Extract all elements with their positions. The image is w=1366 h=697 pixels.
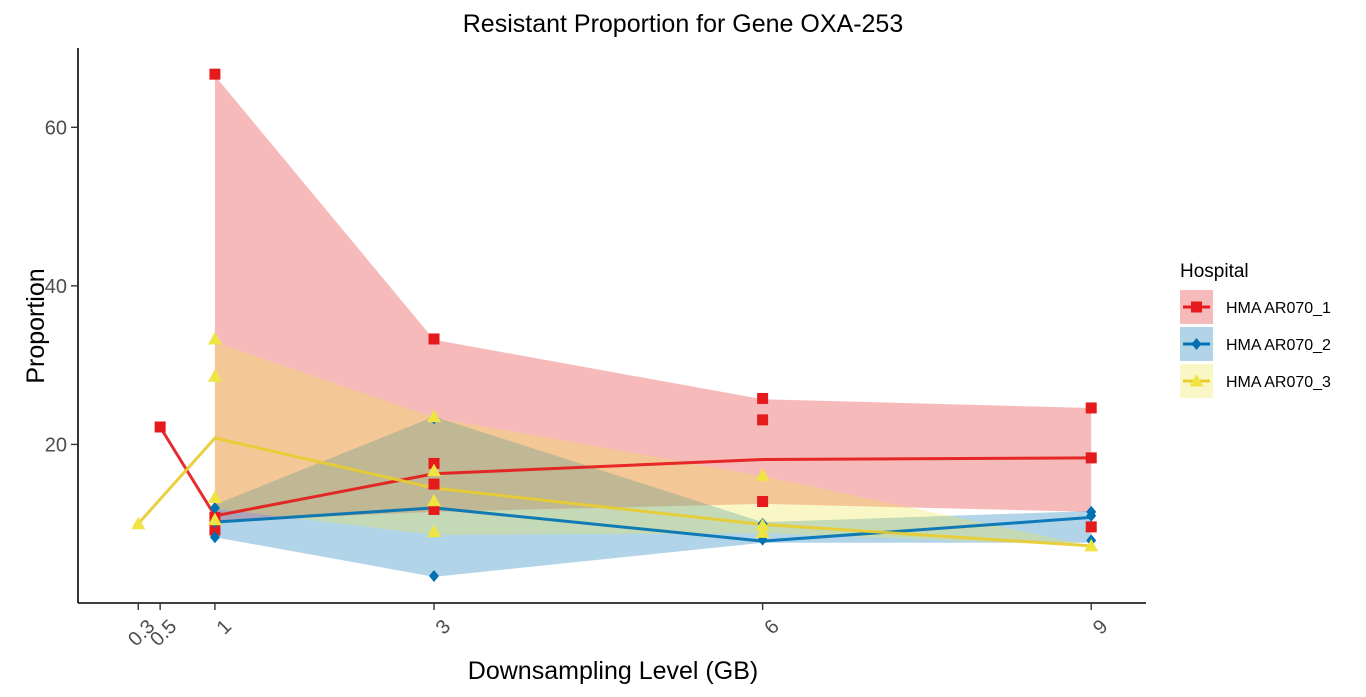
x-tick-label: 6 <box>760 616 783 639</box>
legend-label: HMA AR070_2 <box>1226 337 1331 354</box>
series-3-point <box>207 490 222 504</box>
x-tick-label: 3 <box>432 616 455 639</box>
chart-title: Resistant Proportion for Gene OXA-253 <box>463 10 904 38</box>
data-points <box>131 68 1099 583</box>
legend-label: HMA AR070_3 <box>1226 374 1331 391</box>
legend: Hospital HMA AR070_1 HMA AR070_2 HMA AR070… <box>1180 261 1331 398</box>
y-tick-label: 20 <box>45 434 67 456</box>
y-axis-ticks: 20 40 60 <box>45 117 78 456</box>
series-3-point <box>755 468 770 481</box>
legend-key-marker <box>1191 338 1202 350</box>
series-1-point <box>428 503 440 515</box>
x-tick-label: 9 <box>1089 616 1112 639</box>
legend-title: Hospital <box>1180 261 1249 282</box>
legend-item: HMA AR070_3 <box>1180 364 1331 398</box>
confidence-bands <box>214 75 1092 577</box>
series-2-point <box>429 570 439 583</box>
legend-key-marker <box>1189 374 1204 387</box>
series-1-point <box>154 421 166 433</box>
y-tick-label: 40 <box>45 276 67 298</box>
series-1-point <box>428 333 440 345</box>
series-1-point <box>209 524 221 536</box>
series-3-point <box>207 331 222 345</box>
series-3-point <box>207 512 222 526</box>
series-3-point <box>427 493 441 507</box>
y-axis-title: Proportion <box>22 268 50 383</box>
series-2-point <box>209 501 220 514</box>
y-tick-label: 60 <box>45 117 67 139</box>
x-tick-label: 1 <box>213 616 236 639</box>
series-3-point <box>1084 538 1099 552</box>
series-2-point <box>1086 509 1097 522</box>
series-2-point <box>209 531 220 544</box>
series-3-point <box>755 518 770 531</box>
x-tick-label: 0.5 <box>146 616 181 651</box>
x-axis-ticks: 0.30.5 1 3 6 9 <box>124 603 1112 651</box>
series-1-point <box>757 414 769 426</box>
series-1-point <box>428 478 440 490</box>
series-3-point <box>427 409 441 423</box>
series-1-point <box>1085 452 1097 464</box>
x-axis-title: Downsampling Level (GB) <box>468 657 758 685</box>
series-1-point <box>1085 402 1097 414</box>
series-3-point <box>427 524 441 538</box>
series-2-mean-line <box>214 506 1092 543</box>
series-1-point <box>1085 521 1097 533</box>
series-1-point <box>757 496 769 508</box>
series-3-point <box>755 525 770 538</box>
series-3-point <box>207 369 222 382</box>
legend-item: HMA AR070_2 <box>1180 327 1331 361</box>
legend-item: HMA AR070_1 <box>1180 290 1331 324</box>
series-1-point <box>209 68 221 80</box>
series-3-point <box>427 463 441 477</box>
legend-label: HMA AR070_1 <box>1226 300 1331 317</box>
series-3-point <box>131 516 146 530</box>
legend-key-marker <box>1191 301 1202 313</box>
series-1-point <box>757 392 769 404</box>
series-1-point <box>428 457 440 469</box>
